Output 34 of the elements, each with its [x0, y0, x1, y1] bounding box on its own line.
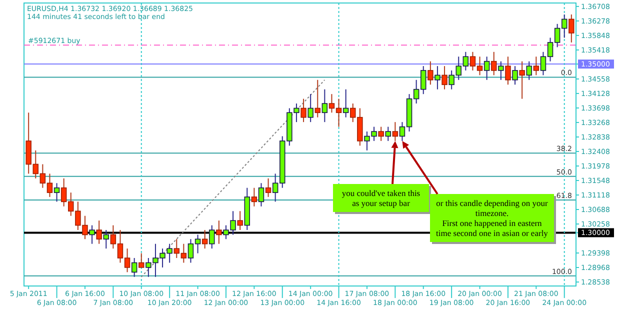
candlestick: [491, 51, 497, 76]
candlestick: [251, 187, 258, 207]
candlestick: [216, 220, 222, 244]
candlestick: [385, 126, 391, 142]
candlestick: [434, 66, 440, 90]
candlestick: [138, 252, 144, 268]
candlestick: [428, 60, 434, 86]
candlestick: [314, 79, 320, 118]
candlestick: [568, 14, 574, 43]
candlestick: [512, 66, 518, 86]
candlestick: [308, 94, 314, 123]
candlestick: [258, 182, 264, 207]
candlestick: [519, 60, 525, 100]
candlestick: [526, 60, 532, 80]
candlestick: [300, 98, 306, 123]
candlestick: [96, 220, 102, 244]
candlestick: [89, 224, 95, 244]
candlestick: [202, 230, 208, 250]
candlestick: [103, 230, 109, 250]
candlestick: [209, 224, 215, 250]
candlestick: [498, 60, 504, 80]
annotation: you could've taken this as your setup bar: [342, 188, 420, 208]
candlestick: [131, 258, 138, 278]
candlestick: [342, 88, 349, 118]
candlestick: [442, 66, 448, 90]
candlestick: [533, 56, 540, 76]
candlestick: [378, 126, 384, 142]
candlestick: [322, 88, 328, 123]
candlestick: [484, 56, 490, 80]
candlestick: [505, 56, 511, 86]
candlestick: [237, 210, 243, 231]
annotation: or this candle depending on your timezone. First one happened in eastern time second one in asian or early: [436, 198, 549, 238]
candlestick: [54, 182, 60, 202]
candlestick: [265, 178, 272, 198]
